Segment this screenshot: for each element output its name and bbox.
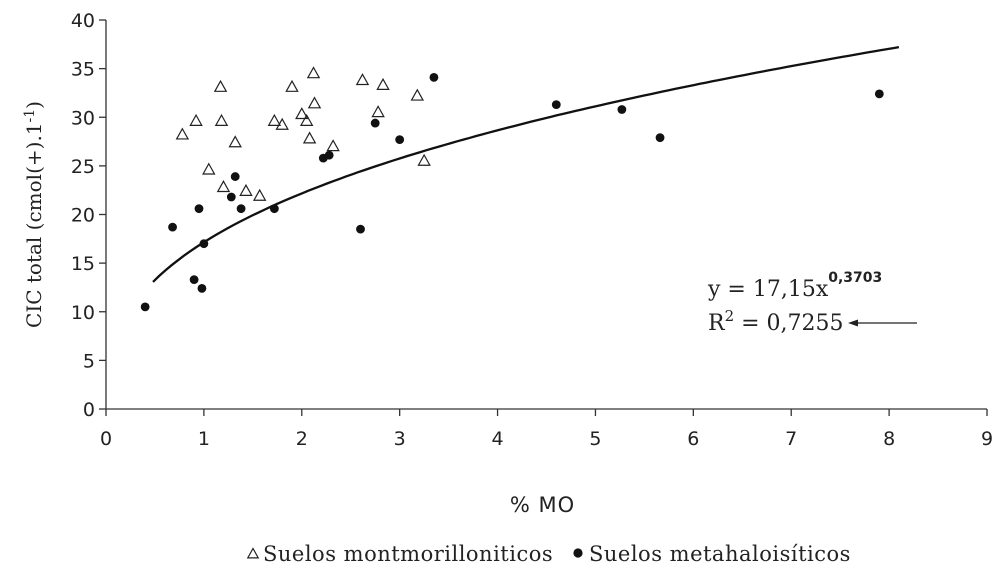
- data-point-triangle: [202, 162, 216, 175]
- x-tick-label: 7: [785, 428, 797, 450]
- data-point-triangle: [307, 96, 322, 109]
- data-point-circle: [395, 135, 405, 145]
- data-point-circle: [168, 222, 177, 232]
- data-point-triangle: [306, 66, 321, 79]
- power-trendline: [152, 45, 900, 283]
- data-point-circle: [189, 275, 199, 285]
- x-tick-label: 5: [589, 428, 601, 450]
- legend-label-metahaloisiticos: Suelos metahaloisíticos: [589, 542, 851, 566]
- y-tick-label: 15: [71, 253, 95, 275]
- data-point-triangle: [285, 79, 299, 92]
- filled-circle-marker-icon: [573, 548, 583, 558]
- legend-item-montmorilloniticos: Suelos montmorilloniticos: [246, 542, 553, 566]
- data-point-circle: [194, 204, 204, 214]
- legend-label-montmorilloniticos: Suelos montmorilloniticos: [263, 542, 553, 566]
- x-tick-label: 9: [981, 428, 993, 450]
- data-point-triangle: [410, 88, 425, 101]
- legend: Suelos montmorilloniticos Suelos metahal…: [246, 542, 851, 566]
- data-point-triangle: [214, 113, 229, 126]
- y-axis-title: CIC total (cmol(+).1-1): [22, 101, 46, 328]
- y-tick-label: 25: [71, 156, 95, 178]
- open-triangle-marker-icon: [246, 547, 260, 559]
- data-point-circle: [269, 204, 279, 214]
- data-point-triangle: [189, 113, 203, 126]
- x-tick-label: 6: [687, 428, 699, 450]
- data-point-circle: [874, 89, 884, 99]
- y-axis-ticks: 0 5 10 15 20 25 30 35 40: [71, 10, 106, 421]
- data-point-triangle: [267, 113, 282, 126]
- data-point-triangle: [295, 107, 309, 120]
- data-point-circle: [370, 118, 380, 128]
- data-point-triangle: [355, 73, 370, 86]
- data-point-circle: [230, 172, 240, 181]
- x-tick-label: 3: [394, 428, 406, 450]
- data-point-circle: [655, 133, 665, 143]
- y-tick-label: 10: [71, 302, 95, 324]
- data-point-circle: [197, 284, 207, 293]
- data-point-circle: [140, 302, 150, 312]
- data-point-triangle: [376, 77, 390, 90]
- data-point-triangle: [326, 139, 340, 152]
- equation-pointer-arrowhead: [848, 319, 858, 327]
- data-point-triangle: [302, 131, 317, 144]
- equation-text: y = 17,15x0,3703: [707, 270, 882, 302]
- y-tick-label: 40: [71, 10, 95, 32]
- x-axis-ticks: 0 1 2 3 4 5 6 7 8 9: [100, 409, 993, 450]
- data-points: [140, 66, 884, 312]
- data-point-circle: [324, 150, 334, 160]
- data-point-circle: [429, 72, 439, 82]
- data-point-triangle: [275, 117, 289, 130]
- axes: [105, 20, 987, 410]
- data-point-triangle: [216, 180, 231, 193]
- data-point-triangle: [239, 183, 253, 196]
- x-tick-label: 8: [883, 428, 895, 450]
- data-point-triangle: [371, 105, 385, 118]
- data-point-triangle: [417, 153, 431, 166]
- x-axis-title: % MO: [510, 493, 575, 517]
- y-tick-label: 30: [71, 107, 95, 129]
- data-point-triangle: [228, 135, 242, 148]
- y-tick-label: 35: [71, 59, 95, 81]
- r-squared-text: R2 = 0,7255: [708, 307, 844, 336]
- y-tick-label: 0: [83, 399, 95, 421]
- data-point-triangle: [175, 127, 190, 140]
- x-tick-label: 4: [492, 428, 504, 450]
- data-point-circle: [199, 239, 209, 249]
- data-point-triangle: [299, 113, 314, 126]
- data-point-triangle: [213, 79, 228, 92]
- data-point-triangle: [252, 188, 267, 201]
- data-point-circle: [551, 100, 561, 110]
- data-point-circle: [236, 204, 246, 214]
- y-tick-label: 5: [83, 350, 95, 372]
- data-point-circle: [617, 105, 627, 114]
- data-point-circle: [356, 224, 365, 234]
- x-tick-label: 1: [198, 428, 210, 450]
- trendline-equation: y = 17,15x0,3703 R2 = 0,7255: [707, 270, 917, 336]
- data-point-circle: [226, 192, 236, 202]
- x-tick-label: 2: [296, 428, 308, 450]
- legend-item-metahaloisiticos: Suelos metahaloisíticos: [573, 542, 851, 566]
- y-tick-label: 20: [71, 205, 95, 227]
- x-tick-label: 0: [100, 428, 112, 450]
